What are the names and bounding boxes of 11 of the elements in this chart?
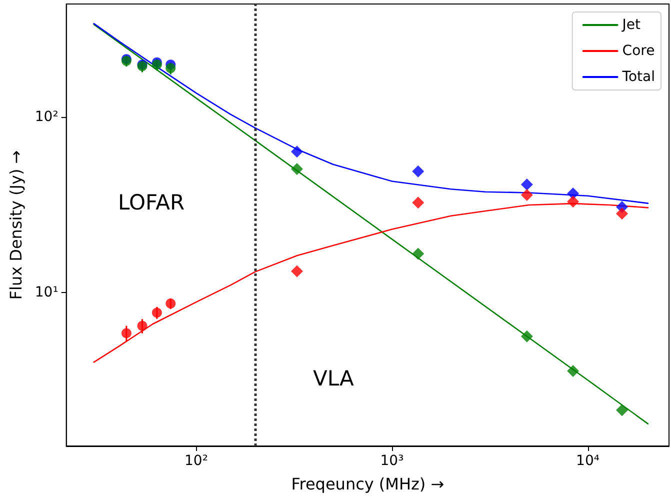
legend-label: Core bbox=[622, 43, 655, 59]
x-tick-label: 10³ bbox=[380, 453, 404, 469]
annotation: LOFAR bbox=[118, 190, 185, 214]
annotation: VLA bbox=[313, 366, 355, 390]
legend-label: Total bbox=[621, 69, 656, 85]
legend-label: Jet bbox=[621, 17, 642, 33]
x-axis-title: Freqeuncy (MHz) → bbox=[291, 474, 444, 494]
x-tick-label: 10² bbox=[184, 453, 208, 469]
x-tick-label: 10⁴ bbox=[576, 453, 600, 469]
y-axis-title: Flux Density (Jy) → bbox=[6, 150, 26, 300]
y-tick-label: 10¹ bbox=[34, 284, 58, 300]
